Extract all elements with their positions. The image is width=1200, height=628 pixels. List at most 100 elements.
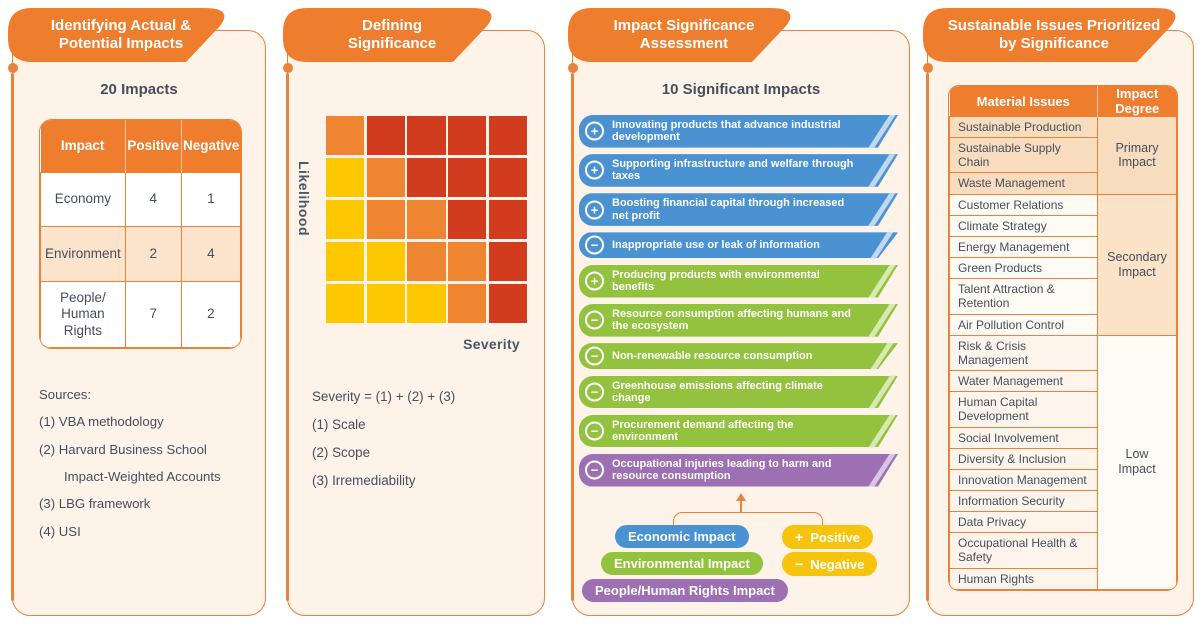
table-row: Economy 4 1	[40, 171, 241, 228]
panel-defining-significance: Likelihood Severity Severity = (1) + (2)…	[282, 6, 545, 618]
heatmap-cell	[326, 283, 365, 323]
material-issue-cell: Human Rights	[949, 567, 1098, 590]
panel-spine-line	[286, 73, 289, 601]
table-row: Human Capital Development	[949, 391, 1177, 428]
table-row: Diversity & Inclusion	[949, 447, 1177, 470]
table-row: Social Involvement	[949, 426, 1177, 449]
arrow-up-icon	[736, 493, 746, 501]
heatmap-cell	[366, 157, 405, 198]
panel-identifying-impacts: 20 Impacts Impact Positive Negative Econ…	[7, 6, 266, 618]
table-row: Data Privacy	[949, 511, 1177, 534]
table-row: Waste Management	[949, 172, 1177, 195]
legend-environmental-impact: Environmental Impact	[601, 552, 763, 575]
formula-line: Severity = (1) + (2) + (3)	[312, 389, 456, 404]
material-issue-cell: Sustainable Supply Chain	[949, 137, 1098, 174]
significant-impacts-list: + Innovating products that advance indust…	[579, 115, 898, 487]
minus-circle-icon: −	[585, 347, 604, 366]
material-issues-table-body: Sustainable Production Primary Impact Sust…	[949, 115, 1177, 590]
table-row: Risk & Crisis Management Low Impact	[949, 334, 1177, 590]
plus-circle-icon: +	[585, 122, 604, 141]
minus-circle-icon: −	[585, 382, 604, 401]
sources-list: Sources: (1) VBA methodology (2) Harvard B…	[39, 386, 221, 550]
material-issue-cell: Air Pollution Control	[949, 313, 1098, 336]
x-axis-label: Severity	[463, 336, 520, 352]
impact-banner: − Resource consumption affecting humans a…	[579, 304, 898, 337]
material-issue-cell: Information Security	[949, 489, 1098, 513]
panel-spine-line	[571, 73, 574, 601]
legend-economic-impact: Economic Impact	[615, 525, 749, 548]
heatmap-cell	[407, 199, 446, 240]
table-row: Sustainable Production Primary Impact	[949, 115, 1177, 195]
legend-bracket-line	[673, 512, 823, 527]
heatmap-cell	[488, 199, 527, 240]
material-issue-cell: Green Products	[949, 257, 1098, 280]
heatmap-cell	[407, 116, 446, 156]
table-row: Climate Strategy	[949, 214, 1177, 237]
formula-line: (3) Irremediability	[312, 473, 416, 489]
panel-spine-dot	[922, 63, 933, 73]
impact-banner: + Innovating products that advance indust…	[579, 115, 898, 148]
material-issue-cell: Water Management	[949, 370, 1098, 393]
heatmap-cell	[488, 157, 527, 198]
impact-banner-label: Non-renewable resource consumption	[612, 349, 813, 362]
impact-banner: + Producing products with environmental b…	[579, 265, 898, 298]
material-issue-cell: Customer Relations	[949, 193, 1098, 216]
heatmap-cell	[407, 157, 446, 198]
severity-likelihood-heatmap	[326, 116, 527, 323]
table-row: Occupational Health & Safety	[949, 532, 1177, 569]
table-row: Human Rights	[949, 567, 1177, 590]
panel-body: 10 Significant Impacts + Innovating produ…	[567, 30, 910, 616]
y-axis-label: Likelihood	[296, 161, 312, 236]
impacts-count-title: 20 Impacts	[100, 81, 178, 98]
minus-circle-icon: −	[585, 236, 604, 255]
legend-positive-label: Positive	[810, 529, 861, 545]
impact-banner-label: Resource consumption affecting humans an…	[612, 308, 851, 333]
impact-banner: − Greenhouse emissions affecting climate …	[579, 376, 898, 409]
table-row: Customer Relations Secondary Impact	[949, 193, 1177, 336]
panel-spine-line	[11, 73, 14, 601]
material-issue-cell: Occupational Health & Safety	[949, 532, 1098, 569]
heatmap-cell	[366, 116, 405, 156]
impact-degree-cell: Primary Impact	[1097, 116, 1177, 195]
panel-spine-dot	[282, 63, 293, 73]
impact-banner-label: Greenhouse emissions affecting climate c…	[612, 379, 823, 404]
material-issue-cell: Innovation Management	[949, 468, 1098, 491]
panel-spine-dot	[7, 63, 18, 73]
panel-header-identifying-impacts: Identifying Actual & Potential Impacts	[8, 8, 234, 62]
impact-banner: − Inappropriate use or leak of informatio…	[579, 232, 898, 258]
heatmap-cell	[407, 241, 446, 282]
heatmap-cell	[326, 199, 365, 240]
material-issue-cell: Social Involvement	[949, 426, 1098, 449]
heatmap-cell	[448, 157, 487, 198]
plus-circle-icon: +	[585, 200, 604, 219]
panel-spine-line	[926, 73, 929, 601]
source-line: (2) Harvard Business School	[39, 441, 207, 457]
impact-count-table: Impact Positive Negative Economy 4 1 Enviro…	[39, 119, 242, 349]
material-issue-cell: Human Capital Development	[949, 391, 1098, 428]
legend-positive: + Positive	[782, 525, 874, 549]
minus-icon: −	[795, 555, 804, 572]
panel-body: Likelihood Severity Severity = (1) + (2)…	[282, 30, 545, 616]
impact-banner-label: Boosting financial capital through incre…	[612, 197, 845, 222]
heatmap-cell	[448, 199, 487, 240]
table-row: Air Pollution Control	[949, 313, 1177, 336]
material-issue-cell: Sustainable Production	[949, 115, 1098, 139]
severity-formula: Severity = (1) + (2) + (3) (1) Scale (2)…	[312, 388, 455, 500]
column-header-impact-degree: Impact Degree	[1097, 86, 1177, 117]
heatmap-cell	[448, 116, 487, 156]
column-header-material-issues: Material Issues	[949, 86, 1098, 117]
table-row: Talent Attraction & Retention	[949, 278, 1177, 315]
column-header-impact: Impact	[40, 120, 126, 172]
panel-header-impact-significance: Impact Significance Assessment	[568, 8, 800, 62]
table-row: Energy Management	[949, 235, 1177, 259]
impact-degree-cell: Low Impact	[1097, 334, 1177, 590]
heatmap-cell	[366, 283, 405, 323]
impact-banner-label: Procurement demand affecting the environ…	[612, 418, 794, 444]
panel-impact-significance-assessment: 10 Significant Impacts + Innovating produ…	[567, 6, 910, 618]
plus-circle-icon: +	[585, 161, 604, 180]
panel-body: Material Issues Impact Degree Sustainabl…	[922, 30, 1194, 616]
source-line: (4) USI	[39, 523, 81, 539]
panel-sustainable-issues: Material Issues Impact Degree Sustainabl…	[922, 6, 1194, 618]
plus-icon: +	[795, 528, 804, 545]
